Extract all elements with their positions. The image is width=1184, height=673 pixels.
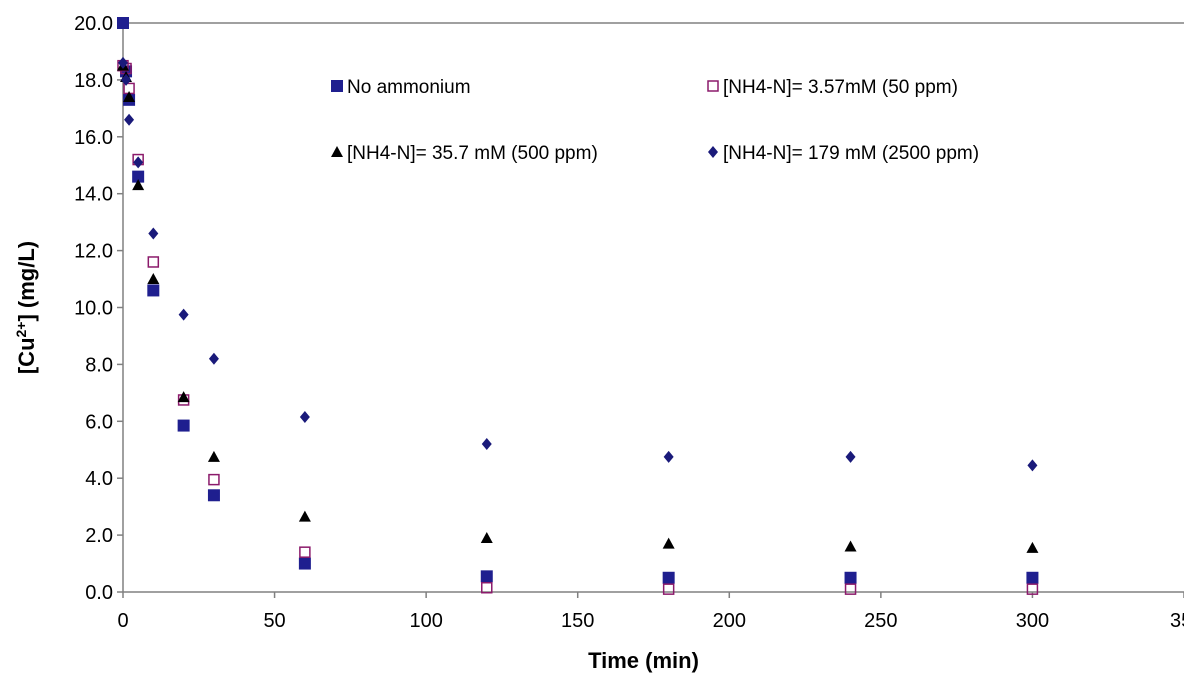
data-point [177, 419, 190, 432]
data-point [298, 510, 311, 522]
y-tick-label: 4.0 [85, 468, 113, 490]
x-tick-label: 0 [117, 610, 128, 632]
data-point [133, 156, 144, 169]
legend-label: [NH4-N]= 35.7 mM (500 ppm) [347, 143, 598, 164]
legend-label: [NH4-N]= 3.57mM (50 ppm) [723, 77, 958, 98]
legend-marker [708, 146, 718, 158]
x-tick-label: 300 [1016, 610, 1049, 632]
y-tick-label: 18.0 [74, 70, 113, 92]
y-tick-label: 12.0 [74, 241, 113, 263]
y-axis-title-suffix: ] (mg/L) [14, 241, 39, 322]
x-tick-label: 250 [864, 610, 897, 632]
data-point [124, 113, 135, 126]
legend-entry: [NH4-N]= 179 mM (2500 ppm) [708, 143, 979, 164]
x-tick-label: 200 [713, 610, 746, 632]
legend-entry: [NH4-N]= 35.7 mM (500 ppm) [331, 143, 598, 164]
tick-labels-layer: 0.0 2.0 4.0 6.0 8.0 10.0 12.0 14.0 16.0 18.0 20.0 0… [74, 13, 1184, 632]
data-point [121, 73, 132, 86]
y-axis-title-superscript: 2+ [13, 322, 29, 338]
data-point [207, 489, 220, 502]
legend-entry: No ammonium [331, 77, 471, 98]
y-tick-label: 0.0 [85, 582, 113, 604]
data-point [132, 179, 145, 191]
series-3 [117, 59, 1039, 553]
data-point [844, 540, 857, 552]
legend-marker [707, 80, 719, 92]
x-axis-title: Time (min) [588, 648, 699, 673]
y-axis-title-prefix: [Cu [14, 337, 39, 374]
series-2 [117, 59, 1039, 595]
y-axis-title: [Cu2+] (mg/L) [13, 241, 39, 374]
data-point [662, 537, 675, 549]
data-point [1027, 459, 1038, 472]
legend-label: No ammonium [347, 77, 471, 98]
series-4 [118, 56, 1038, 472]
data-point [147, 256, 160, 268]
data-point [845, 450, 856, 463]
y-tick-label: 20.0 [74, 13, 113, 35]
data-point [207, 450, 220, 462]
y-tick-label: 6.0 [85, 411, 113, 433]
x-tick-label: 100 [409, 610, 442, 632]
legend-entry: [NH4-N]= 3.57mM (50 ppm) [707, 77, 958, 98]
data-point [480, 570, 493, 583]
x-tick-label: 150 [561, 610, 594, 632]
data-point [481, 581, 493, 594]
legend: No ammonium [NH4-N]= 3.57mM (50 ppm) [NH4-… [331, 77, 979, 164]
data-point [148, 227, 159, 240]
series-1 [117, 17, 1039, 584]
x-tick-label: 350 [1170, 610, 1184, 632]
data-points-layer [117, 17, 1039, 595]
data-point [1026, 541, 1039, 553]
data-point [1026, 583, 1039, 595]
axes-layer [117, 22, 1184, 598]
y-tick-label: 10.0 [74, 298, 113, 320]
data-point [208, 352, 219, 365]
data-point [663, 450, 674, 463]
y-tick-label: 2.0 [85, 525, 113, 547]
data-point [123, 90, 136, 102]
x-tick-label: 50 [263, 610, 285, 632]
data-point [177, 391, 190, 403]
data-point [1026, 571, 1039, 584]
data-point [117, 17, 129, 29]
data-point [299, 411, 310, 424]
legend-label: [NH4-N]= 179 mM (2500 ppm) [723, 143, 979, 164]
data-point [844, 583, 857, 595]
y-tick-label: 14.0 [74, 184, 113, 206]
data-point [298, 557, 311, 570]
data-point [299, 546, 311, 558]
legend-marker [331, 80, 343, 92]
data-point [662, 571, 675, 584]
data-point [208, 473, 220, 486]
data-point [662, 583, 675, 595]
data-point [147, 284, 160, 297]
legend-marker [331, 146, 343, 157]
data-point [118, 56, 128, 69]
y-tick-label: 8.0 [85, 354, 113, 376]
y-tick-label: 16.0 [74, 127, 113, 149]
data-point [844, 571, 857, 584]
data-point [480, 531, 493, 543]
data-point [147, 273, 160, 285]
data-point [132, 170, 145, 183]
data-point [481, 438, 492, 451]
data-point [178, 308, 189, 321]
